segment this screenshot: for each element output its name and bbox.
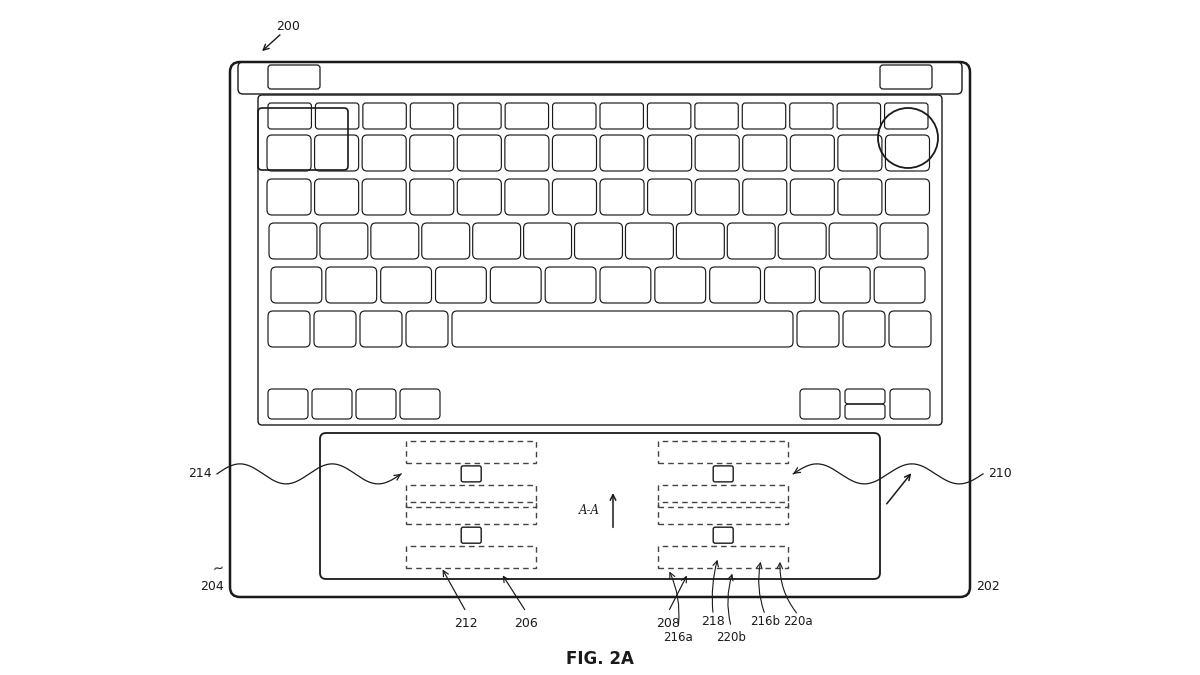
Bar	[658, 502, 788, 524]
Text: 200: 200	[276, 20, 300, 34]
Bar	[406, 502, 536, 524]
Bar	[658, 485, 788, 507]
Text: FIG. 2A: FIG. 2A	[566, 650, 634, 668]
Bar	[406, 485, 536, 507]
Text: 216a: 216a	[664, 631, 694, 644]
Text: 204: 204	[200, 580, 224, 593]
Text: 212: 212	[455, 617, 478, 630]
Text: 202: 202	[976, 580, 1000, 593]
Text: 218: 218	[701, 615, 725, 628]
Text: 220a: 220a	[784, 615, 814, 628]
Text: 214: 214	[188, 467, 212, 481]
Text: 216b: 216b	[750, 615, 780, 628]
Bar	[658, 546, 788, 568]
Text: 206: 206	[515, 617, 538, 630]
Text: ~: ~	[211, 561, 226, 577]
Text: 210: 210	[988, 467, 1012, 481]
Text: 208: 208	[656, 617, 680, 630]
Bar	[406, 546, 536, 568]
Text: 220b: 220b	[716, 631, 746, 644]
Bar	[658, 441, 788, 463]
Bar	[406, 441, 536, 463]
Text: A-A: A-A	[580, 504, 600, 516]
